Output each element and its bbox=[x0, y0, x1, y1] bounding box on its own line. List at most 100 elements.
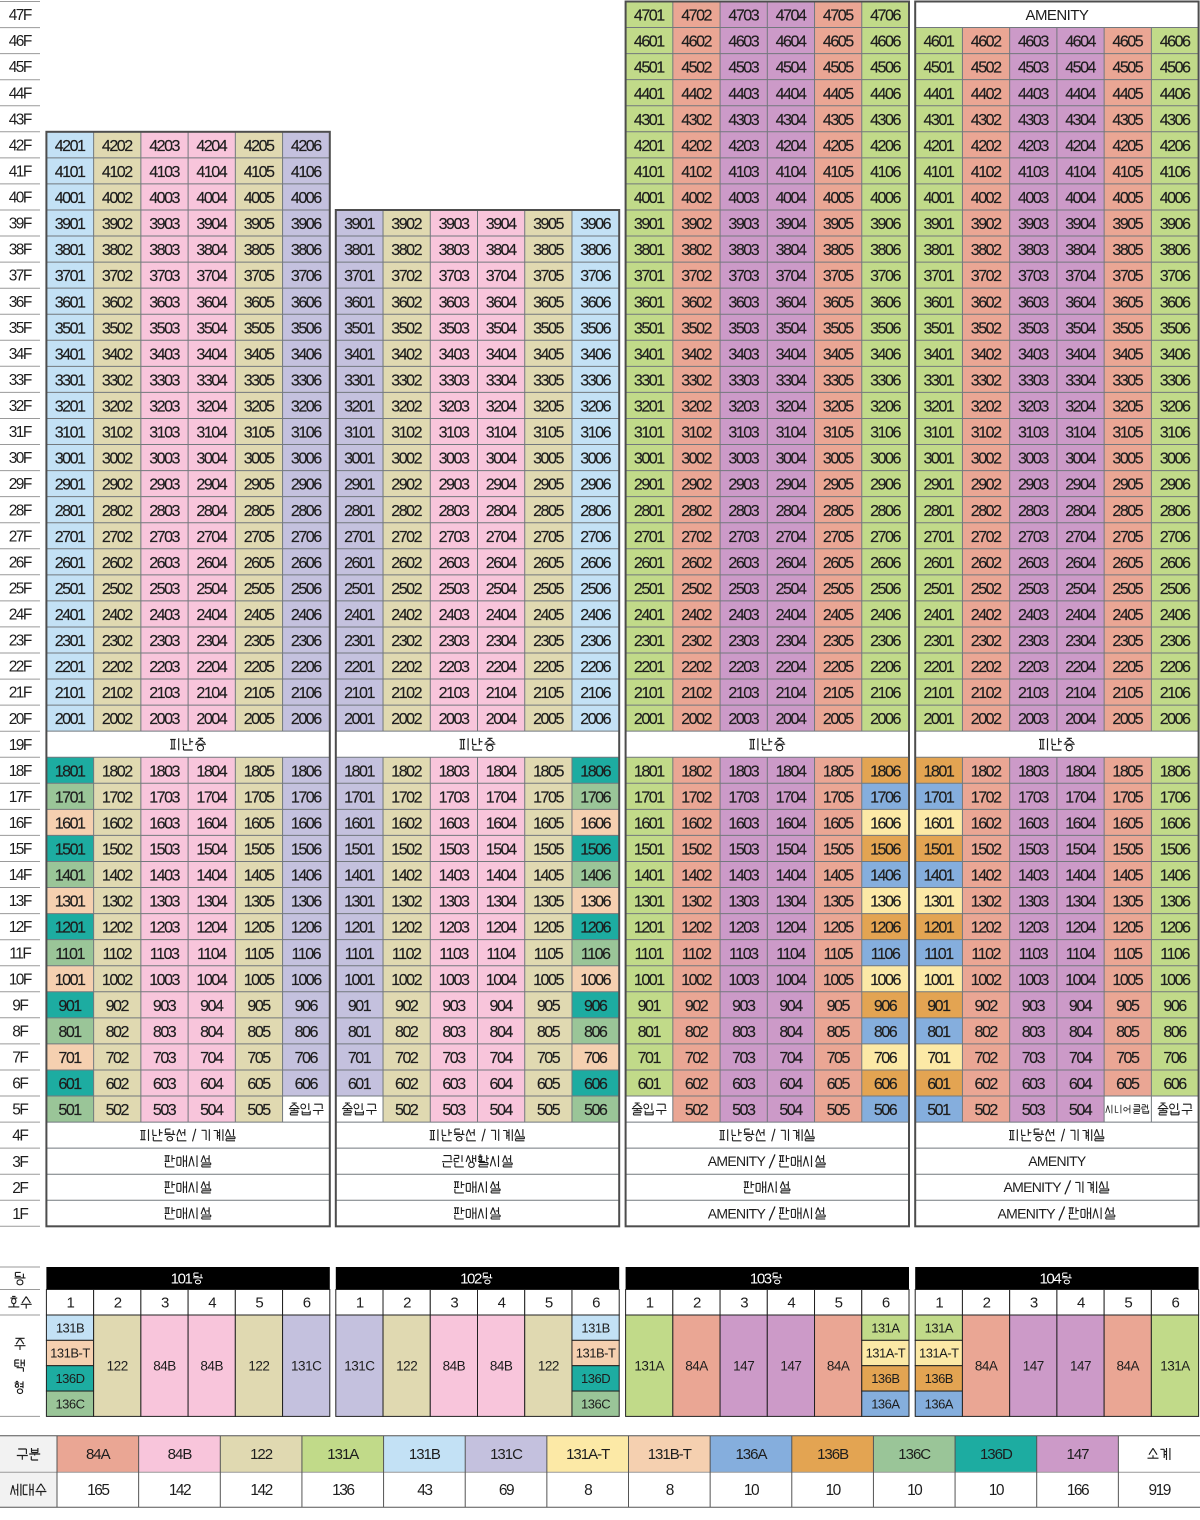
svg-text:3704: 3704 bbox=[776, 267, 807, 285]
svg-text:1101: 1101 bbox=[924, 945, 954, 963]
svg-text:1501: 1501 bbox=[55, 841, 86, 859]
svg-text:1502: 1502 bbox=[971, 841, 1002, 859]
svg-text:904: 904 bbox=[490, 997, 514, 1015]
svg-text:3F: 3F bbox=[12, 1154, 28, 1171]
svg-text:3101: 3101 bbox=[923, 424, 954, 442]
svg-text:2605: 2605 bbox=[533, 554, 564, 572]
svg-text:3804: 3804 bbox=[1065, 241, 1096, 259]
svg-text:4005: 4005 bbox=[1112, 189, 1143, 207]
svg-text:43: 43 bbox=[417, 1482, 432, 1499]
svg-text:3704: 3704 bbox=[196, 267, 227, 285]
svg-text:3501: 3501 bbox=[923, 319, 954, 337]
svg-text:2403: 2403 bbox=[439, 606, 470, 624]
svg-text:2002: 2002 bbox=[391, 710, 422, 728]
svg-text:2601: 2601 bbox=[634, 554, 665, 572]
svg-text:1004: 1004 bbox=[776, 971, 807, 989]
svg-text:3306: 3306 bbox=[580, 372, 611, 390]
svg-text:3103: 3103 bbox=[439, 424, 470, 442]
svg-text:2704: 2704 bbox=[1065, 528, 1096, 546]
svg-text:6F: 6F bbox=[12, 1076, 28, 1093]
svg-text:4101: 4101 bbox=[923, 163, 954, 181]
svg-text:102: 102 bbox=[460, 1271, 482, 1288]
svg-text:2105: 2105 bbox=[244, 684, 275, 702]
svg-text:4201: 4201 bbox=[923, 137, 954, 155]
svg-text:4401: 4401 bbox=[634, 85, 665, 103]
svg-text:3204: 3204 bbox=[776, 398, 807, 416]
svg-text:905: 905 bbox=[537, 997, 561, 1015]
svg-text:3204: 3204 bbox=[1065, 398, 1096, 416]
svg-text:2606: 2606 bbox=[291, 554, 322, 572]
svg-text:4305: 4305 bbox=[823, 111, 854, 129]
svg-text:41F: 41F bbox=[9, 164, 32, 181]
svg-text:147: 147 bbox=[1066, 1446, 1089, 1463]
svg-text:2306: 2306 bbox=[580, 632, 611, 650]
svg-text:3805: 3805 bbox=[533, 241, 564, 259]
svg-text:1401: 1401 bbox=[344, 867, 375, 885]
svg-text:2804: 2804 bbox=[1065, 502, 1096, 520]
svg-text:4103: 4103 bbox=[1018, 163, 1049, 181]
svg-text:4505: 4505 bbox=[823, 59, 854, 77]
svg-text:4705: 4705 bbox=[823, 7, 854, 25]
svg-text:1802: 1802 bbox=[391, 762, 422, 780]
svg-text:3001: 3001 bbox=[923, 450, 954, 468]
svg-text:3401: 3401 bbox=[634, 345, 665, 363]
svg-text:1603: 1603 bbox=[728, 815, 759, 833]
svg-text:2001: 2001 bbox=[344, 710, 375, 728]
svg-text:2906: 2906 bbox=[291, 476, 322, 494]
svg-text:2305: 2305 bbox=[823, 632, 854, 650]
svg-text:3504: 3504 bbox=[776, 319, 807, 337]
svg-text:1205: 1205 bbox=[244, 919, 275, 937]
svg-text:704: 704 bbox=[200, 1049, 224, 1067]
svg-text:165: 165 bbox=[87, 1482, 109, 1499]
svg-text:4101: 4101 bbox=[634, 163, 665, 181]
svg-text:3002: 3002 bbox=[971, 450, 1002, 468]
svg-text:2705: 2705 bbox=[1112, 528, 1143, 546]
svg-text:1203: 1203 bbox=[149, 919, 180, 937]
svg-text:701: 701 bbox=[638, 1049, 662, 1067]
svg-text:4106: 4106 bbox=[291, 163, 322, 181]
svg-text:706: 706 bbox=[1163, 1049, 1187, 1067]
svg-text:4003: 4003 bbox=[1018, 189, 1049, 207]
svg-text:3005: 3005 bbox=[823, 450, 854, 468]
svg-text:4002: 4002 bbox=[102, 189, 133, 207]
svg-text:1305: 1305 bbox=[244, 893, 275, 911]
svg-text:2802: 2802 bbox=[681, 502, 712, 520]
svg-text:1806: 1806 bbox=[291, 762, 322, 780]
svg-text:1104: 1104 bbox=[486, 945, 516, 963]
svg-text:3204: 3204 bbox=[196, 398, 227, 416]
svg-text:104: 104 bbox=[1039, 1271, 1061, 1288]
svg-text:3503: 3503 bbox=[149, 319, 180, 337]
svg-text:3503: 3503 bbox=[439, 319, 470, 337]
svg-text:2602: 2602 bbox=[391, 554, 422, 572]
svg-text:2202: 2202 bbox=[971, 658, 1002, 676]
svg-text:147: 147 bbox=[733, 1359, 754, 1374]
svg-text:2303: 2303 bbox=[1018, 632, 1049, 650]
svg-text:1604: 1604 bbox=[486, 815, 517, 833]
svg-text:35F: 35F bbox=[9, 320, 32, 337]
svg-text:1505: 1505 bbox=[823, 841, 854, 859]
svg-text:3206: 3206 bbox=[291, 398, 322, 416]
svg-text:3301: 3301 bbox=[344, 372, 375, 390]
svg-text:3801: 3801 bbox=[923, 241, 954, 259]
svg-text:4: 4 bbox=[1077, 1295, 1085, 1312]
svg-text:2703: 2703 bbox=[149, 528, 180, 546]
svg-text:2203: 2203 bbox=[439, 658, 470, 676]
svg-text:1805: 1805 bbox=[533, 762, 564, 780]
svg-text:1106: 1106 bbox=[581, 945, 611, 963]
svg-text:2303: 2303 bbox=[149, 632, 180, 650]
svg-text:1106: 1106 bbox=[871, 945, 901, 963]
svg-text:AMENITY: AMENITY bbox=[998, 1205, 1057, 1221]
svg-text:3001: 3001 bbox=[344, 450, 375, 468]
svg-text:3601: 3601 bbox=[634, 293, 665, 311]
svg-text:801: 801 bbox=[927, 1023, 951, 1041]
svg-text:5F: 5F bbox=[12, 1102, 28, 1119]
svg-text:1504: 1504 bbox=[486, 841, 517, 859]
svg-text:704: 704 bbox=[779, 1049, 803, 1067]
svg-text:1606: 1606 bbox=[291, 815, 322, 833]
svg-text:501: 501 bbox=[58, 1101, 82, 1119]
svg-text:4303: 4303 bbox=[728, 111, 759, 129]
svg-text:1505: 1505 bbox=[533, 841, 564, 859]
svg-text:1601: 1601 bbox=[923, 815, 954, 833]
svg-text:1005: 1005 bbox=[533, 971, 564, 989]
svg-text:136C: 136C bbox=[581, 1396, 610, 1411]
